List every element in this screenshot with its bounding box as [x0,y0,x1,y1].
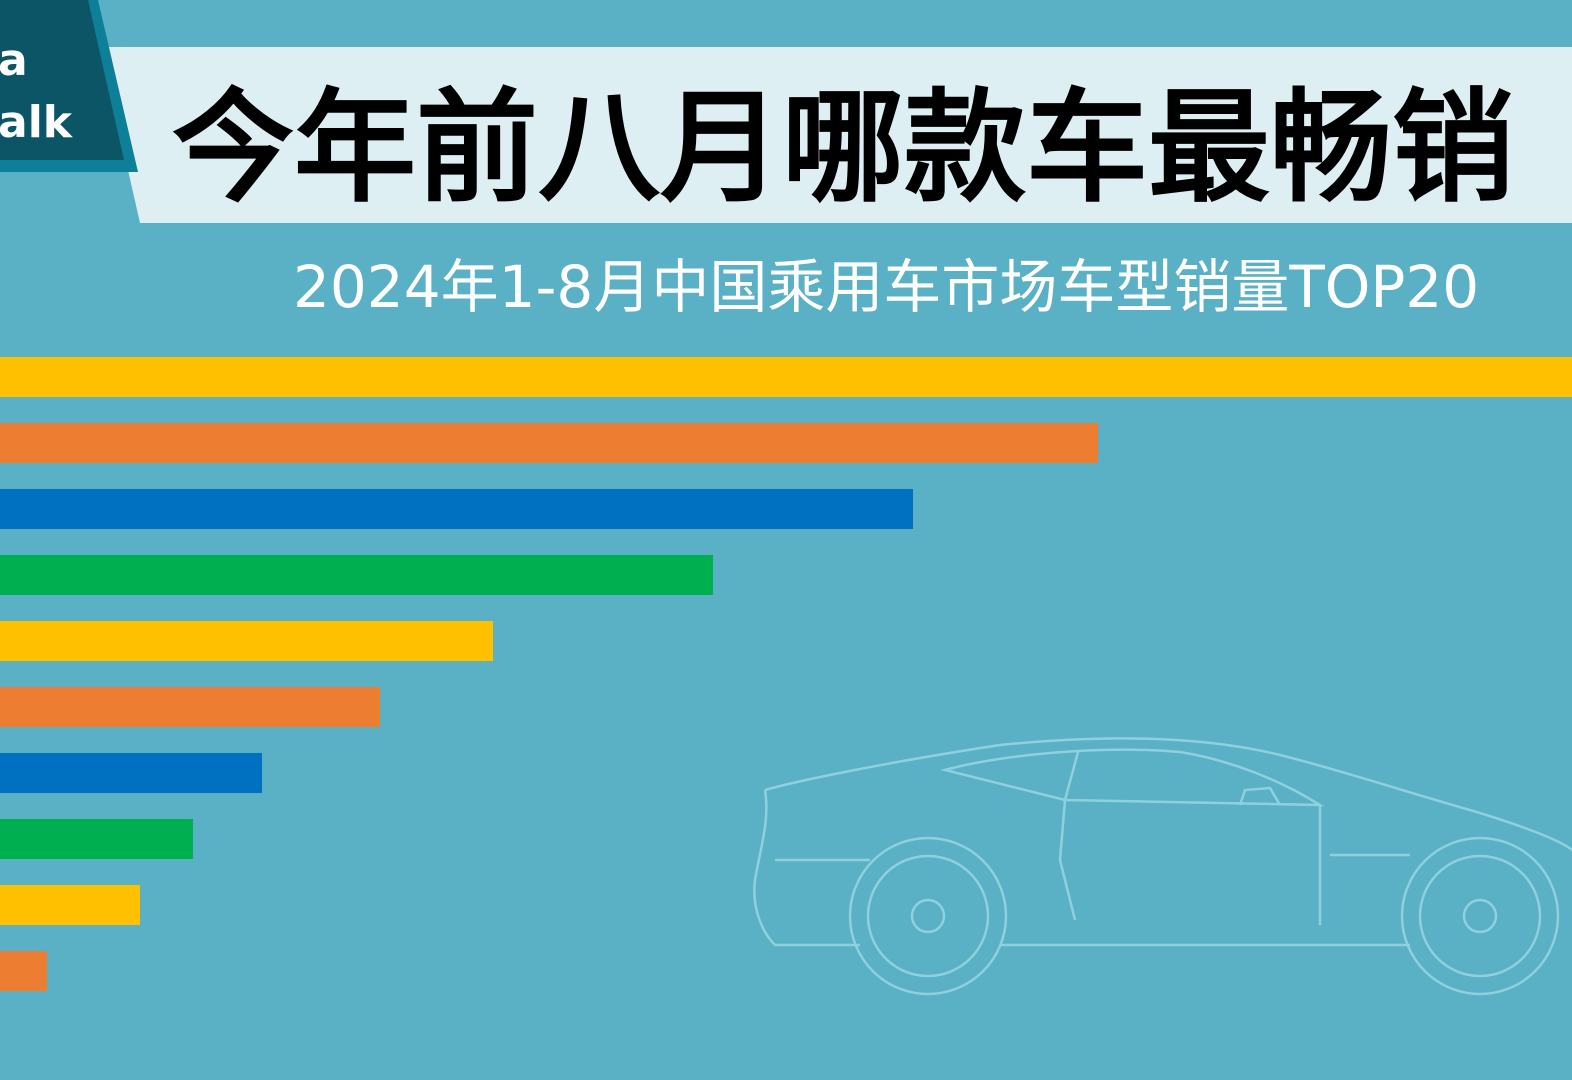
bar [0,885,140,925]
bar [0,555,713,595]
bar [0,819,193,859]
bar [0,753,262,793]
bar [0,687,380,727]
bar [0,357,1572,397]
badge-text: a [0,35,28,86]
bar [0,489,913,529]
chart-title: 今年前八月哪款车最畅销 [172,77,1514,219]
badge [0,0,124,160]
title-banner [100,47,1572,223]
bar [0,423,1098,463]
chart-subtitle: 2024年1-8月中国乘用车市场车型销量TOP20 [293,253,1479,321]
car-illustration [753,737,1572,996]
badge-text: alk [0,97,74,148]
bar [0,951,47,991]
bar [0,621,493,661]
